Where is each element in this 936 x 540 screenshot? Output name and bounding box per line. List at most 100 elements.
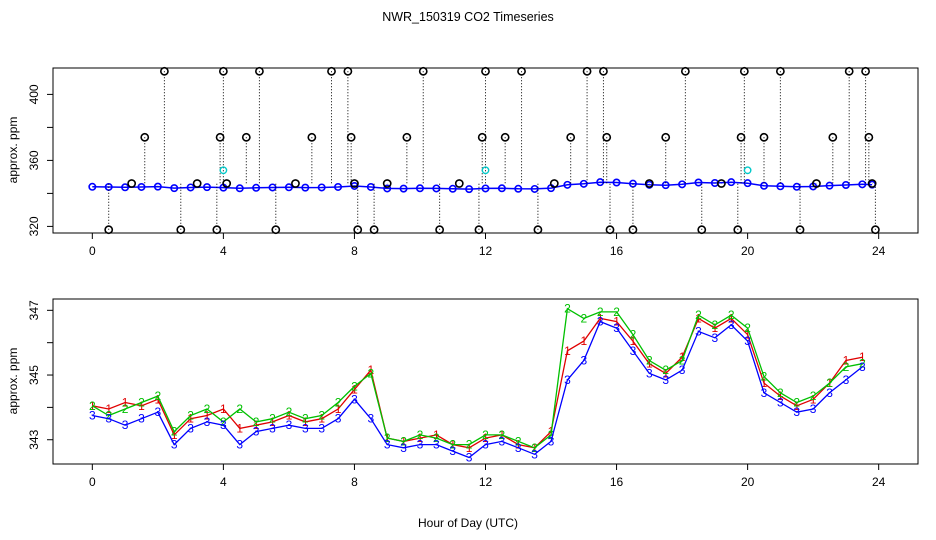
series-2-marker: 2 (548, 428, 555, 442)
series-3-marker: 3 (204, 415, 211, 429)
outlier-point (307, 132, 317, 142)
outlier-point (733, 225, 743, 235)
series-2-marker: 2 (155, 389, 162, 403)
top-panel-y-axis: 320 360 400 (27, 84, 53, 236)
outlier-point (140, 132, 150, 142)
series-2-marker: 2 (712, 318, 719, 332)
series-2-marker: 2 (777, 386, 784, 400)
series-1-marker: 1 (122, 396, 129, 410)
series-2-marker: 2 (466, 438, 473, 452)
top-panel-marks (88, 66, 880, 235)
series-2-marker: 2 (499, 428, 506, 442)
series-3-marker: 3 (826, 386, 833, 400)
series-1-marker: 1 (286, 408, 293, 422)
bottom-panel-y-axis: 343 345 347 (27, 300, 53, 450)
outlier-point (222, 179, 232, 188)
series-1-marker: 1 (679, 350, 686, 364)
series-2-marker: 2 (105, 408, 112, 422)
series-3-marker: 3 (712, 331, 719, 345)
bottom-y-tick-label: 347 (27, 300, 41, 320)
series-3-marker: 3 (728, 318, 735, 332)
series-2-marker: 2 (367, 366, 374, 380)
series-3-marker: 3 (777, 396, 784, 410)
top-y-tick-label: 360 (27, 150, 41, 170)
outlier-point (861, 66, 870, 76)
bottom-x-tick-label: 0 (89, 475, 96, 489)
series-3-marker: 3 (286, 418, 293, 432)
series-3-marker: 3 (187, 421, 194, 435)
series-1-line (92, 317, 863, 449)
outlier-point (402, 132, 412, 142)
series-3-marker: 3 (466, 451, 473, 465)
series-2-marker: 2 (351, 379, 358, 393)
outlier-point (127, 179, 137, 188)
series-1-marker: 1 (187, 412, 194, 426)
outlier-point (602, 132, 612, 142)
series-3-marker: 3 (384, 438, 391, 452)
outlier-point (160, 66, 169, 76)
series-2-line (91, 307, 863, 449)
series-3-marker: 3 (155, 405, 162, 419)
series-1-marker: 1 (482, 431, 489, 445)
outlier-point (271, 225, 281, 235)
series-2-marker: 2 (810, 389, 817, 403)
series-3-marker: 3 (449, 444, 456, 458)
series-3-marker: 3 (515, 441, 522, 455)
series-3-marker: 3 (400, 441, 407, 455)
outlier-point (599, 66, 608, 76)
series-2-marker: 2 (761, 370, 768, 384)
series-3-marker: 3 (630, 344, 637, 358)
series-3-marker: 3 (122, 418, 129, 432)
series-3-marker: 3 (417, 438, 424, 452)
series-2-marker: 2 (597, 305, 604, 319)
series-2-marker: 2 (482, 428, 489, 442)
series-3-marker: 3 (171, 438, 178, 452)
series-1-marker: 1 (744, 328, 751, 342)
outlier-point (350, 179, 359, 188)
series-2-marker: 2 (302, 412, 309, 426)
series-2-marker: 2 (728, 308, 735, 322)
outlier-point (795, 225, 805, 235)
series-1-marker: 1 (597, 311, 604, 325)
top-panel: 0 4 8 12 16 20 24 320 360 400 approx. ppm (6, 66, 919, 258)
series-3-marker: 3 (302, 421, 309, 435)
series-3-marker: 3 (646, 366, 653, 380)
outlier-point (697, 225, 707, 235)
series-1-marker: 1 (138, 399, 145, 413)
bottom-panel-y-label: approx. ppm (6, 348, 20, 415)
series-2-marker: 2 (630, 328, 637, 342)
series-1-marker: 1 (335, 402, 342, 416)
top-x-tick-label: 4 (220, 244, 227, 258)
outlier-point (481, 66, 490, 76)
outlier-point (500, 132, 510, 142)
outlier-point (477, 132, 487, 142)
series-1-marker: 1 (417, 431, 424, 445)
series-2-marker: 2 (433, 431, 440, 445)
series-3-marker: 3 (744, 334, 751, 348)
outlier-point (291, 179, 300, 188)
series-3-marker: 3 (843, 373, 850, 387)
outlier-point (176, 225, 186, 235)
top-x-tick-label: 12 (479, 244, 493, 258)
outlier-point (327, 66, 336, 76)
series-2-marker: 2 (89, 399, 96, 413)
outlier-point (566, 132, 576, 142)
series-3-marker: 3 (597, 315, 604, 329)
series-2-marker: 2 (695, 308, 702, 322)
co2-line (92, 181, 873, 190)
series-1-marker: 1 (712, 321, 719, 335)
series-1-marker: 1 (728, 311, 735, 325)
outlier-point (736, 132, 746, 142)
outlier-point (212, 225, 222, 235)
series-1-marker: 1 (171, 428, 178, 442)
outlier-point (812, 179, 821, 188)
series-1-marker: 1 (204, 408, 211, 422)
series-2-marker: 2 (793, 396, 800, 410)
series-3-marker: 3 (548, 434, 555, 448)
series-2-marker: 2 (744, 321, 751, 335)
outlier-point (828, 132, 838, 142)
series-1-marker: 1 (859, 350, 866, 364)
outlier-point (844, 66, 854, 76)
